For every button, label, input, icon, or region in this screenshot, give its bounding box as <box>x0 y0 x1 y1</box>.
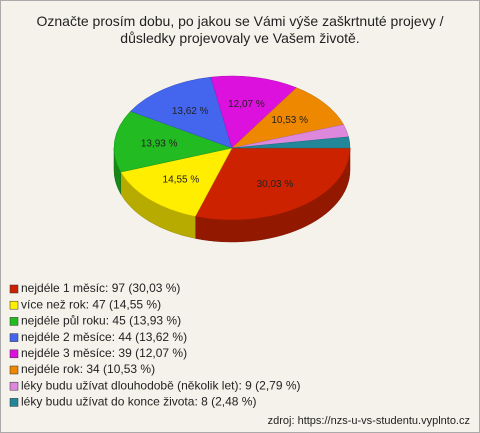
legend-swatch <box>9 398 19 407</box>
legend-swatch <box>9 284 19 294</box>
data-label: 10,53 % <box>271 115 308 126</box>
data-label: 13,62 % <box>172 106 209 117</box>
legend-label: nejdéle 1 měsíc: 97 (30,03 %) <box>21 281 180 295</box>
legend-swatch <box>9 365 19 375</box>
slice <box>120 147 233 217</box>
legend-swatch <box>9 317 19 326</box>
data-label: 12,07 % <box>228 99 265 110</box>
slice <box>231 136 351 149</box>
slice <box>194 147 351 221</box>
source: zdroj: https://nzs-u-vs-studentu.vyplnto… <box>268 415 470 427</box>
legend-swatch <box>9 300 19 310</box>
slice <box>210 75 297 149</box>
slice <box>113 111 233 173</box>
legend-label: nejdéle rok: 34 (10,53 %) <box>21 362 155 376</box>
legend-swatch <box>9 349 19 359</box>
data-label: 13,93 % <box>141 138 178 149</box>
legend-label: léky budu užívat do konce života: 8 (2,4… <box>21 395 256 409</box>
legend-swatch <box>9 333 19 342</box>
legend-swatch <box>9 381 19 391</box>
chart-title: Označte prosím dobu, po jakou se Vámi vý… <box>37 13 444 46</box>
slice <box>130 76 233 149</box>
slice <box>231 87 344 149</box>
data-label: 14,55 % <box>163 175 200 186</box>
legend-label: nejdéle 3 měsíce: 39 (12,07 %) <box>21 346 187 360</box>
data-label: 30,03 % <box>257 179 294 190</box>
legend-label: nejdéle půl roku: 45 (13,93 %) <box>21 314 181 328</box>
legend-label: nejdéle 2 měsíce: 44 (13,62 %) <box>21 330 187 344</box>
legend-label: více než rok: 47 (14,55 %) <box>21 297 161 311</box>
legend-label: léky budu užívat dlouhodobě (několik let… <box>21 378 301 392</box>
